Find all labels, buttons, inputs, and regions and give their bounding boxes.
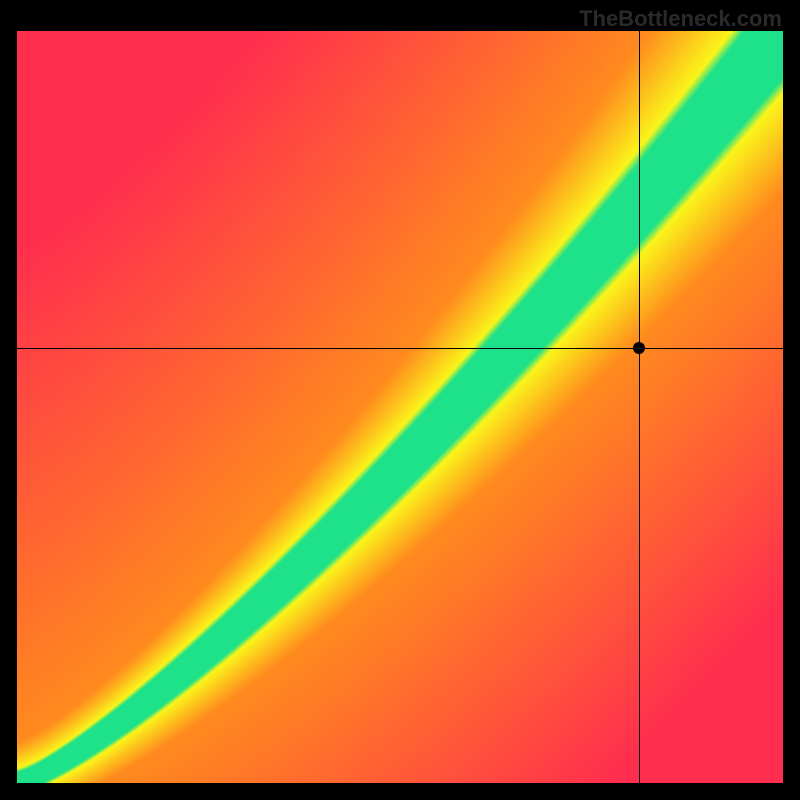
- watermark-text: TheBottleneck.com: [579, 6, 782, 32]
- bottleneck-heatmap-chart: [17, 31, 783, 783]
- heatmap-canvas: [17, 31, 783, 783]
